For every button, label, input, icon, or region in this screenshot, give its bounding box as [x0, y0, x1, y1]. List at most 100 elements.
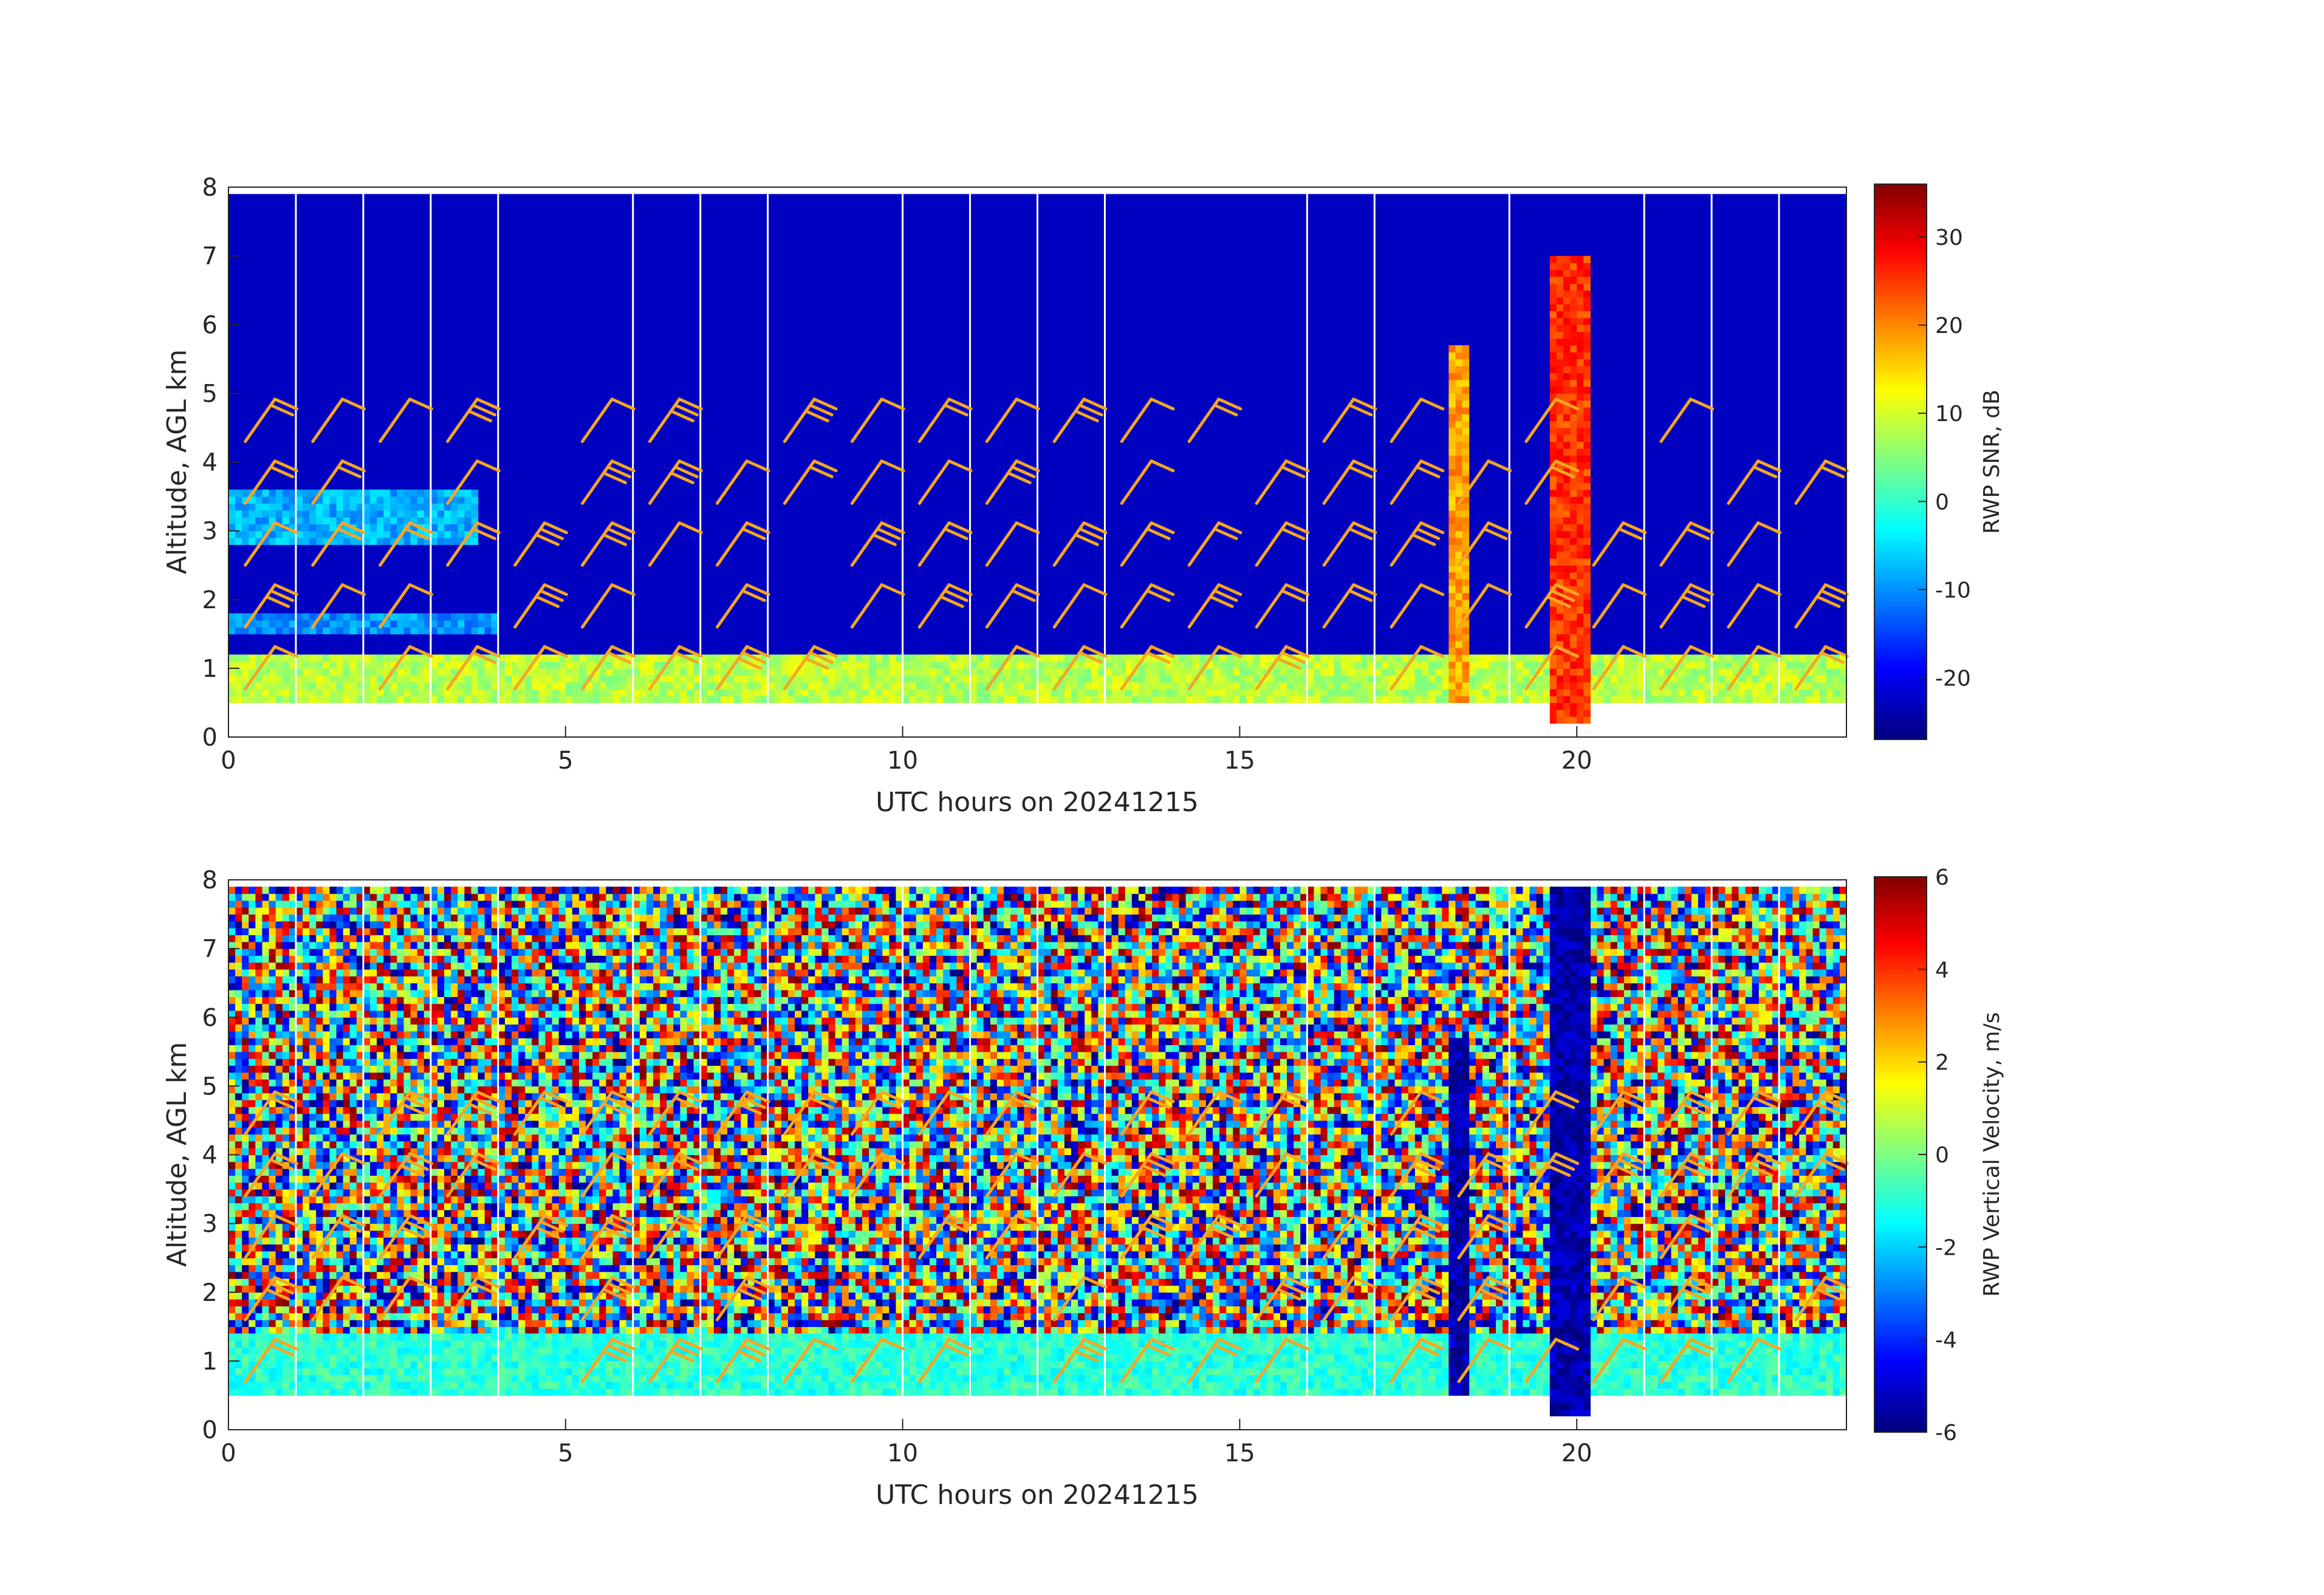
- heatmap-feature-surface_layer: [1091, 682, 1099, 690]
- heatmap-cell: [316, 935, 323, 942]
- heatmap-cell: [228, 1093, 236, 1100]
- heatmap-feature-aerosol_layer: [451, 510, 458, 518]
- heatmap-feature-surface_layer: [667, 675, 674, 682]
- heatmap-feature-surface_layer: [835, 696, 843, 703]
- heatmap-feature-aerosol_layer: [370, 613, 377, 620]
- heatmap-cell: [303, 969, 310, 976]
- heatmap-cell: [383, 1100, 391, 1107]
- heatmap-feature-surface_layer: [1806, 682, 1813, 690]
- colorbar-step: [1874, 688, 1927, 693]
- heatmap-feature-surface_layer: [1395, 689, 1402, 696]
- heatmap-cell: [269, 1196, 276, 1203]
- colorbar-step: [1874, 601, 1927, 606]
- heatmap-feature-rain_column: [1462, 668, 1470, 676]
- heatmap-feature-surface_layer: [566, 675, 573, 682]
- heatmap-feature-surface_layer: [1746, 696, 1753, 703]
- heatmap-feature-surface_layer: [849, 682, 856, 690]
- heatmap-cell: [303, 1224, 310, 1231]
- heatmap-cell: [329, 990, 337, 997]
- heatmap-feature-rain_column: [1570, 579, 1577, 586]
- heatmap-feature-rain_column: [1462, 455, 1470, 462]
- heatmap-feature-surface_layer: [417, 689, 425, 696]
- heatmap-cell: [350, 976, 357, 983]
- heatmap-feature-surface_layer: [1287, 682, 1294, 690]
- heatmap-feature-surface_layer: [546, 689, 553, 696]
- heatmap-feature-rain_column: [1448, 490, 1456, 497]
- heatmap-cell: [350, 1203, 357, 1210]
- heatmap-feature-rain_column: [1570, 455, 1577, 462]
- heatmap-cell: [303, 1162, 310, 1169]
- heatmap-feature-surface_layer: [714, 662, 721, 669]
- heatmap-cell: [377, 1052, 384, 1059]
- heatmap-cell: [377, 1168, 384, 1176]
- heatmap-feature-aerosol_layer: [329, 620, 337, 628]
- heatmap-feature-aerosol_layer: [269, 620, 276, 628]
- heatmap-feature-rain_column: [1557, 565, 1564, 572]
- heatmap-feature-aerosol_layer: [337, 613, 344, 620]
- heatmap-feature-aerosol_layer: [417, 613, 425, 620]
- heatmap-cell: [377, 935, 384, 942]
- heatmap-feature-surface_layer: [781, 662, 789, 669]
- heatmap-feature-surface_layer: [1718, 668, 1726, 676]
- heatmap-feature-aerosol_layer: [370, 490, 377, 497]
- colorbar-step: [1874, 624, 1927, 629]
- heatmap-feature-rain_column: [1563, 283, 1571, 290]
- heatmap-cell: [249, 1031, 256, 1038]
- heatmap-cell: [323, 1162, 330, 1169]
- heatmap-feature-surface_layer: [451, 689, 458, 696]
- heatmap-feature-rain_column: [1570, 710, 1577, 717]
- heatmap-cell: [383, 1162, 391, 1169]
- heatmap-feature-aerosol_layer: [451, 524, 458, 531]
- heatmap-cell: [296, 1272, 303, 1279]
- heatmap-cell: [262, 1120, 269, 1128]
- heatmap-cell: [383, 948, 391, 956]
- heatmap-cell: [255, 935, 262, 942]
- heatmap-feature-rain_column: [1557, 386, 1564, 394]
- heatmap-cell: [316, 942, 323, 949]
- heatmap-feature-surface_layer: [869, 654, 876, 662]
- heatmap-feature-surface_layer: [1408, 689, 1416, 696]
- heatmap-feature-surface_layer: [350, 689, 357, 696]
- heatmap-cell: [242, 962, 249, 970]
- heatmap-feature-rain_column: [1550, 510, 1557, 518]
- heatmap-feature-surface_layer: [1732, 662, 1739, 669]
- heatmap-feature-surface_layer: [546, 675, 553, 682]
- heatmap-cell: [269, 928, 276, 935]
- heatmap-feature-rain_column: [1583, 318, 1591, 325]
- heatmap-feature-surface_layer: [842, 668, 849, 676]
- heatmap-feature-surface_layer: [1260, 696, 1267, 703]
- heatmap-feature-surface_layer: [390, 696, 397, 703]
- heatmap-feature-surface_layer: [1759, 689, 1766, 696]
- heatmap-cell: [370, 1141, 377, 1148]
- heatmap-feature-aerosol_layer: [316, 531, 323, 538]
- heatmap-feature-surface_layer: [747, 675, 755, 682]
- heatmap-feature-surface_layer: [383, 662, 391, 669]
- heatmap-feature-rain_column: [1577, 558, 1584, 566]
- heatmap-cell: [255, 1024, 262, 1032]
- heatmap-feature-surface_layer: [599, 696, 606, 703]
- heatmap-feature-surface_layer: [849, 689, 856, 696]
- heatmap-cell: [329, 1038, 337, 1045]
- heatmap-cell: [350, 1306, 357, 1313]
- heatmap-cell: [242, 1182, 249, 1190]
- heatmap-feature-surface_layer: [1361, 689, 1368, 696]
- heatmap-cell: [343, 1182, 351, 1190]
- heatmap-feature-surface_layer: [262, 696, 269, 703]
- heatmap-feature-rain_column: [1563, 517, 1571, 524]
- heatmap-cell: [383, 1278, 391, 1286]
- heatmap-feature-aerosol_layer: [417, 627, 425, 634]
- heatmap-feature-aerosol_layer: [343, 510, 351, 518]
- heatmap-feature-surface_layer: [1631, 689, 1638, 696]
- heatmap-feature-surface_layer: [1139, 675, 1146, 682]
- heatmap-feature-rain_column: [1462, 428, 1470, 435]
- heatmap-cell: [329, 935, 337, 942]
- heatmap-cell: [309, 1224, 317, 1231]
- heatmap-feature-surface_layer: [1213, 662, 1220, 669]
- heatmap-cell: [337, 1120, 344, 1128]
- heatmap-feature-rain_column: [1462, 592, 1470, 600]
- heatmap-feature-surface_layer: [606, 682, 613, 690]
- heatmap-cell: [370, 1017, 377, 1024]
- heatmap-feature-surface_layer: [1354, 689, 1362, 696]
- heatmap-cell: [283, 887, 290, 894]
- heatmap-feature-rain_column: [1577, 702, 1584, 710]
